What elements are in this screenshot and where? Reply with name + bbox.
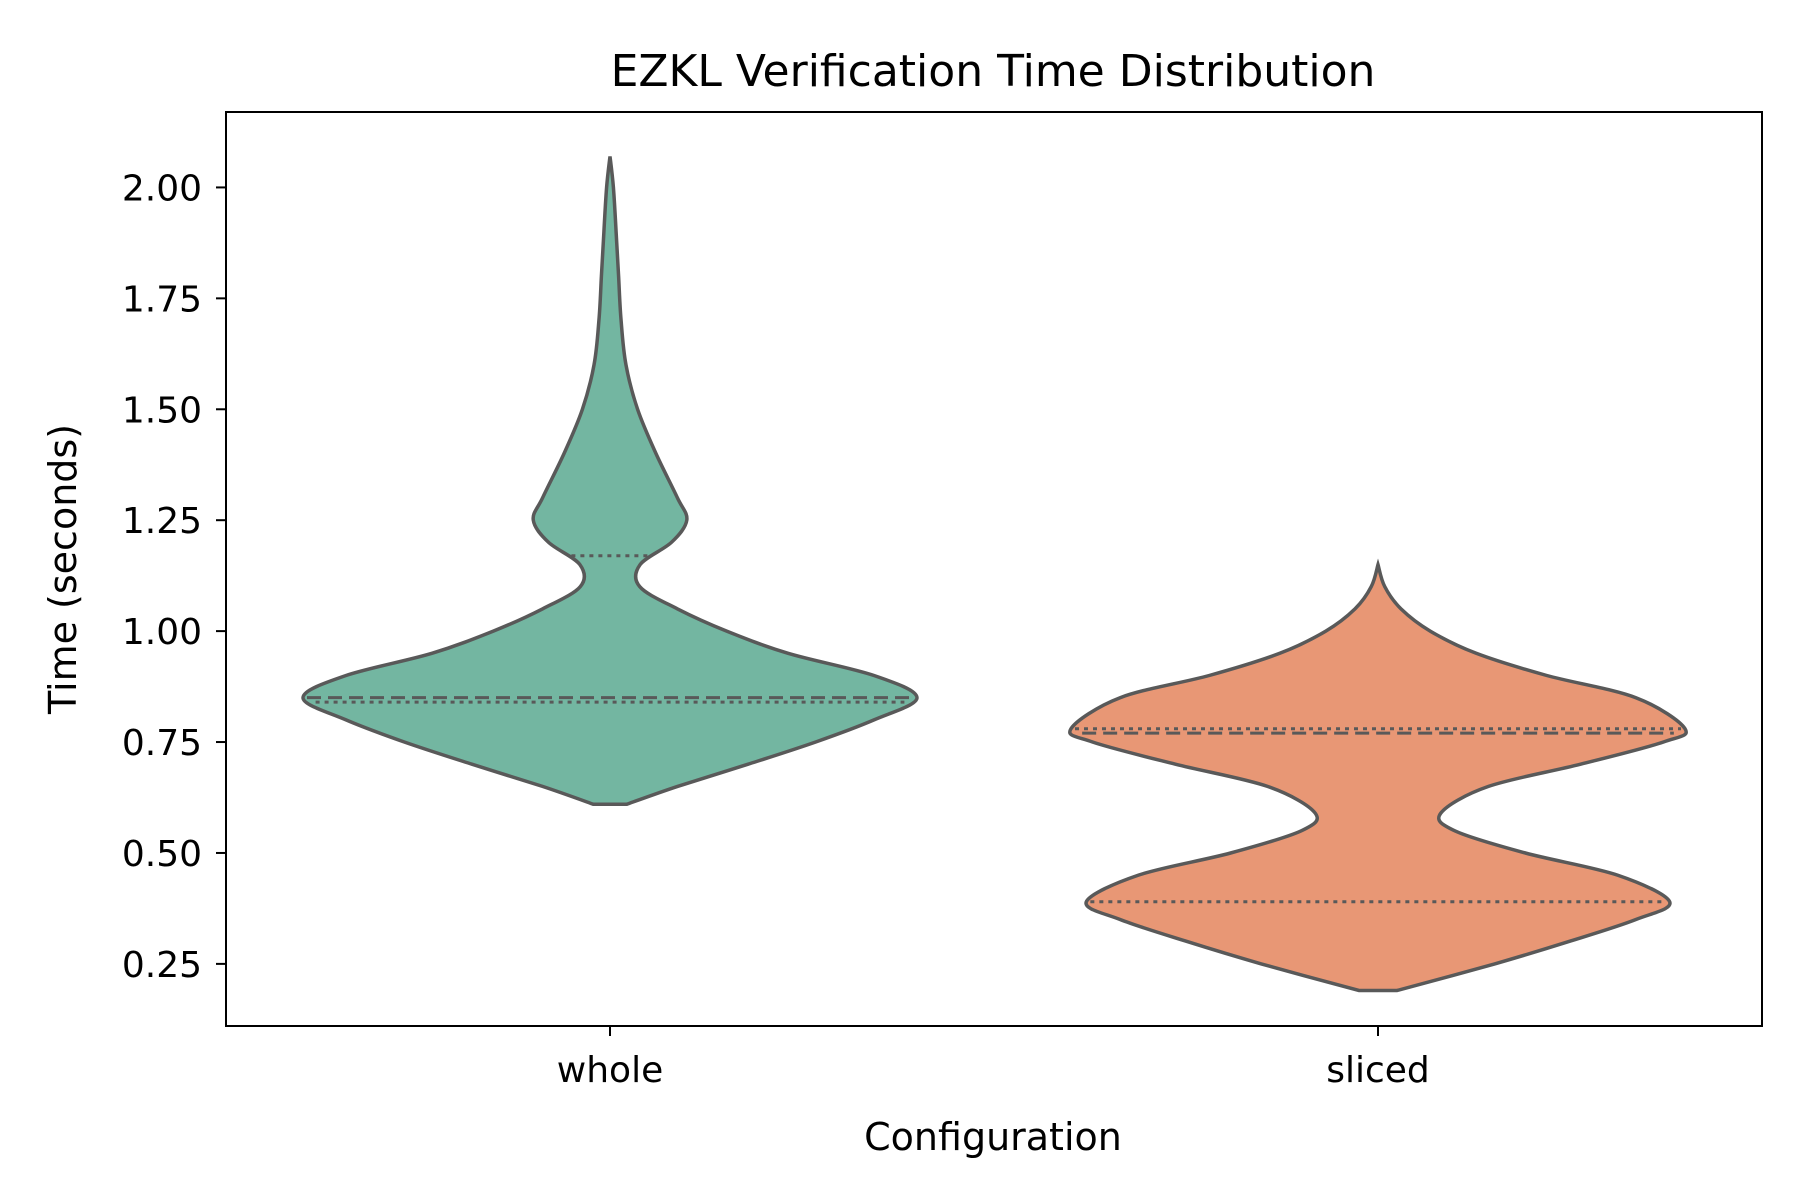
y-tick-label: 0.50 xyxy=(122,834,202,875)
y-tick-label: 1.00 xyxy=(122,612,202,653)
y-tick-label: 0.25 xyxy=(122,945,202,986)
chart-title: EZKL Verification Time Distribution xyxy=(611,46,1376,97)
y-tick-label: 1.50 xyxy=(122,390,202,431)
x-axis-label: Configuration xyxy=(864,1115,1122,1159)
y-axis: 0.25 0.50 0.75 1.00 1.25 1.50 1.75 2.00 xyxy=(122,168,226,986)
y-axis-label: Time (seconds) xyxy=(41,424,85,715)
y-tick-label: 1.75 xyxy=(122,279,202,320)
y-tick-label: 0.75 xyxy=(122,723,202,764)
violin-sliced xyxy=(1068,558,1688,993)
x-axis: whole sliced xyxy=(557,1026,1430,1091)
plot-frame xyxy=(225,111,1763,1027)
x-tick-label-sliced: sliced xyxy=(1326,1050,1430,1091)
y-tick-label: 2.00 xyxy=(122,168,202,209)
violins-group xyxy=(301,156,1688,993)
y-tick-label: 1.25 xyxy=(122,501,202,542)
violin-whole xyxy=(301,156,919,806)
x-tick-label-whole: whole xyxy=(557,1050,663,1091)
